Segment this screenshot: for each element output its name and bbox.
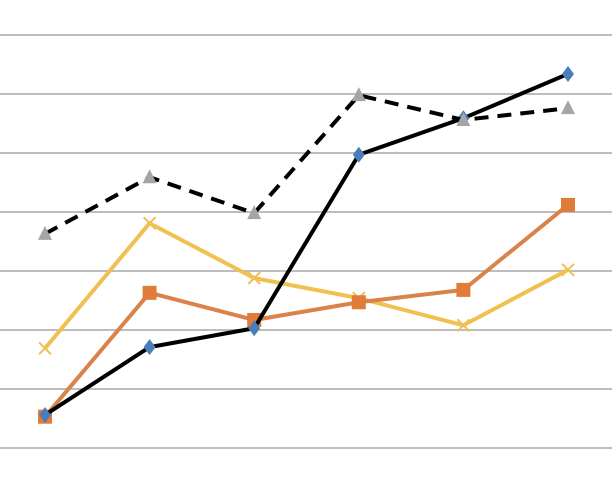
marker <box>39 406 51 423</box>
marker <box>456 111 471 126</box>
marker <box>143 339 156 356</box>
marker <box>352 146 365 163</box>
marker <box>247 271 261 285</box>
series-line <box>43 221 569 350</box>
marker <box>247 205 262 220</box>
marker <box>38 341 52 355</box>
marker <box>142 285 157 300</box>
marker <box>456 282 471 297</box>
marker <box>351 295 366 310</box>
marker <box>456 318 471 332</box>
series-line <box>43 72 569 417</box>
marker <box>142 216 157 230</box>
marker <box>561 100 575 115</box>
marker <box>561 263 575 277</box>
marker <box>248 320 261 337</box>
series-line <box>43 203 570 419</box>
marker <box>561 197 575 212</box>
marker <box>351 87 366 102</box>
marker <box>142 169 157 184</box>
series-line <box>44 93 569 236</box>
marker <box>38 225 52 240</box>
marker <box>562 65 574 82</box>
